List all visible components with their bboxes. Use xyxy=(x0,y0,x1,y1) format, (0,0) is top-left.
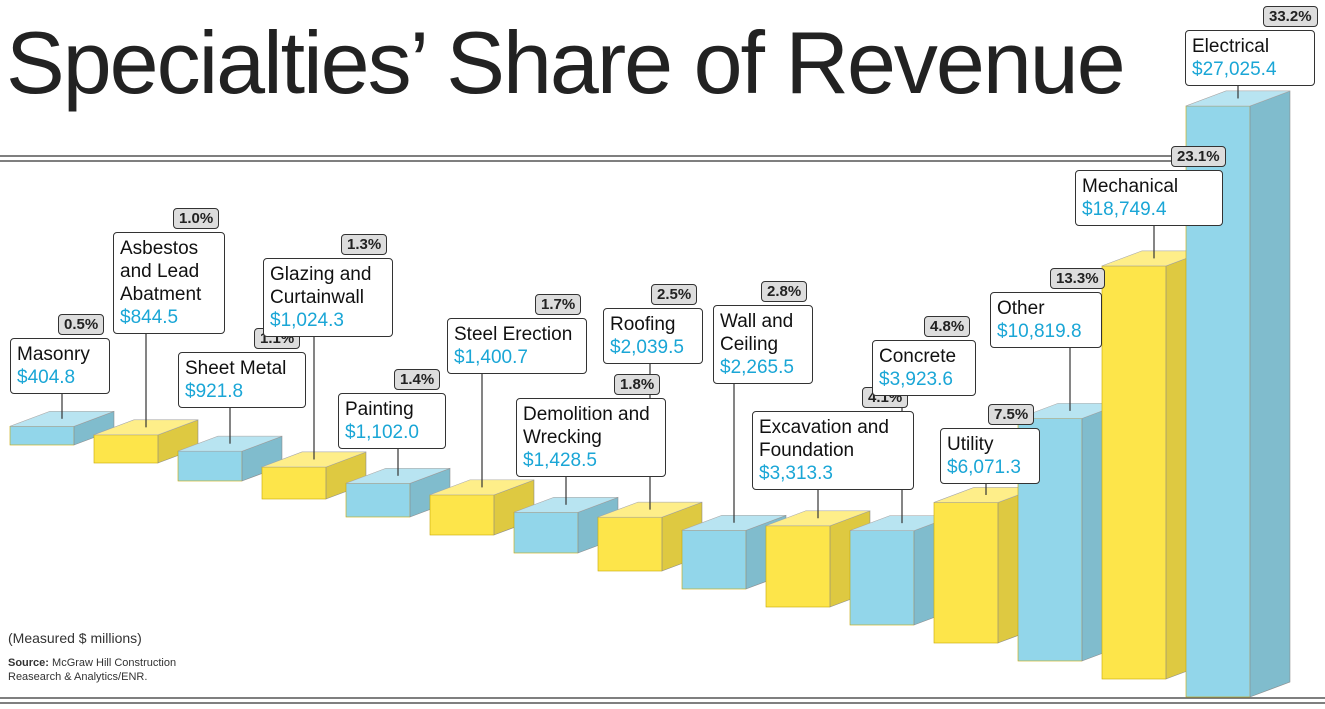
category-label: Sheet Metal xyxy=(185,358,287,379)
bar-side-shade xyxy=(1250,90,1290,697)
chart-title: Specialties’ Share of Revenue xyxy=(6,13,1126,112)
value-label: $3,923.6 xyxy=(879,369,953,390)
share-label: 1.8% xyxy=(614,374,661,395)
share-label: 1.0% xyxy=(173,208,220,229)
label-box: Utility $6,071.3 xyxy=(940,428,1040,484)
share-label: 4.8% xyxy=(924,316,971,337)
value-label: $1,024.3 xyxy=(270,310,344,331)
share-label: 13.3% xyxy=(1050,268,1105,289)
label-box: Painting $1,102.0 xyxy=(338,393,446,449)
share-label: 1.3% xyxy=(341,234,388,255)
category-label: Wall and Ceiling xyxy=(720,311,794,355)
label-box: Roofing $2,039.5 xyxy=(603,308,703,364)
category-label: Mechanical xyxy=(1082,176,1179,197)
bar-front xyxy=(9,425,75,446)
value-label: $2,265.5 xyxy=(720,357,794,378)
value-label: $18,749.4 xyxy=(1082,199,1167,220)
category-label: Concrete xyxy=(879,346,957,367)
value-label: $1,102.0 xyxy=(345,422,419,443)
value-label: $10,819.8 xyxy=(997,321,1082,342)
value-label: $404.8 xyxy=(17,367,76,388)
category-label: Glazing and Curtainwall xyxy=(270,264,372,308)
share-label: 33.2% xyxy=(1263,6,1318,27)
category-label: Roofing xyxy=(610,314,676,335)
category-label: Painting xyxy=(345,399,414,420)
bar-front xyxy=(345,483,411,518)
bar-front xyxy=(513,511,579,554)
value-label: $6,071.3 xyxy=(947,457,1021,478)
bar-front xyxy=(429,494,495,536)
bar-front xyxy=(1101,265,1167,680)
label-box: Steel Erection $1,400.7 xyxy=(447,318,587,374)
label-box: Concrete $3,923.6 xyxy=(872,340,976,396)
share-label: 23.1% xyxy=(1171,146,1226,167)
label-box: Electrical $27,025.4 xyxy=(1185,30,1315,86)
value-label: $844.5 xyxy=(120,307,179,328)
category-label: Utility xyxy=(947,434,994,455)
bar-front xyxy=(681,529,747,590)
label-box: Glazing and Curtainwall $1,024.3 xyxy=(263,258,393,337)
label-box: Masonry $404.8 xyxy=(10,338,110,394)
share-label: 7.5% xyxy=(988,404,1035,425)
bar-front xyxy=(765,525,831,608)
share-label: 1.7% xyxy=(535,294,582,315)
value-label: $1,400.7 xyxy=(454,347,528,368)
label-box: Asbestos and Lead Abatment $844.5 xyxy=(113,232,225,334)
bar-side-shade xyxy=(242,436,282,481)
bar-front xyxy=(597,516,663,572)
category-label: Masonry xyxy=(17,344,90,365)
note: (Measured $ millions) xyxy=(8,630,142,646)
label-box: Excavation and Foundation $3,313.3 xyxy=(752,411,914,490)
value-label: $27,025.4 xyxy=(1192,59,1277,80)
bar-front xyxy=(93,434,159,464)
bar-front xyxy=(261,466,327,500)
label-box: Sheet Metal $921.8 xyxy=(178,352,306,408)
category-label: Demolition and Wrecking xyxy=(523,404,650,448)
value-label: $3,313.3 xyxy=(759,463,833,484)
label-box: Other $10,819.8 xyxy=(990,292,1102,348)
source-label: Source: xyxy=(8,657,49,669)
bar-front xyxy=(849,530,915,626)
value-label: $921.8 xyxy=(185,381,244,402)
source: Source: McGraw Hill Construction Reasear… xyxy=(8,656,228,684)
category-label: Excavation and Foundation xyxy=(759,417,889,461)
label-box: Demolition and Wrecking $1,428.5 xyxy=(516,398,666,477)
bar-side-shade xyxy=(74,411,114,445)
label-box: Wall and Ceiling $2,265.5 xyxy=(713,305,813,384)
label-box: Mechanical $18,749.4 xyxy=(1075,170,1223,226)
category-label: Steel Erection xyxy=(454,324,573,345)
share-label: 0.5% xyxy=(58,314,105,335)
bar-side-shade xyxy=(158,419,198,463)
category-label: Asbestos and Lead Abatment xyxy=(120,238,202,305)
bar-front xyxy=(177,450,243,482)
share-label: 2.5% xyxy=(651,284,698,305)
bar-front xyxy=(933,502,999,644)
category-label: Electrical xyxy=(1192,36,1270,57)
share-label: 2.8% xyxy=(761,281,808,302)
source-text: McGraw Hill Construction Reasearch & Ana… xyxy=(8,657,177,683)
value-label: $2,039.5 xyxy=(610,337,684,358)
value-label: $1,428.5 xyxy=(523,450,597,471)
share-label: 1.4% xyxy=(394,369,441,390)
category-label: Other xyxy=(997,298,1045,319)
